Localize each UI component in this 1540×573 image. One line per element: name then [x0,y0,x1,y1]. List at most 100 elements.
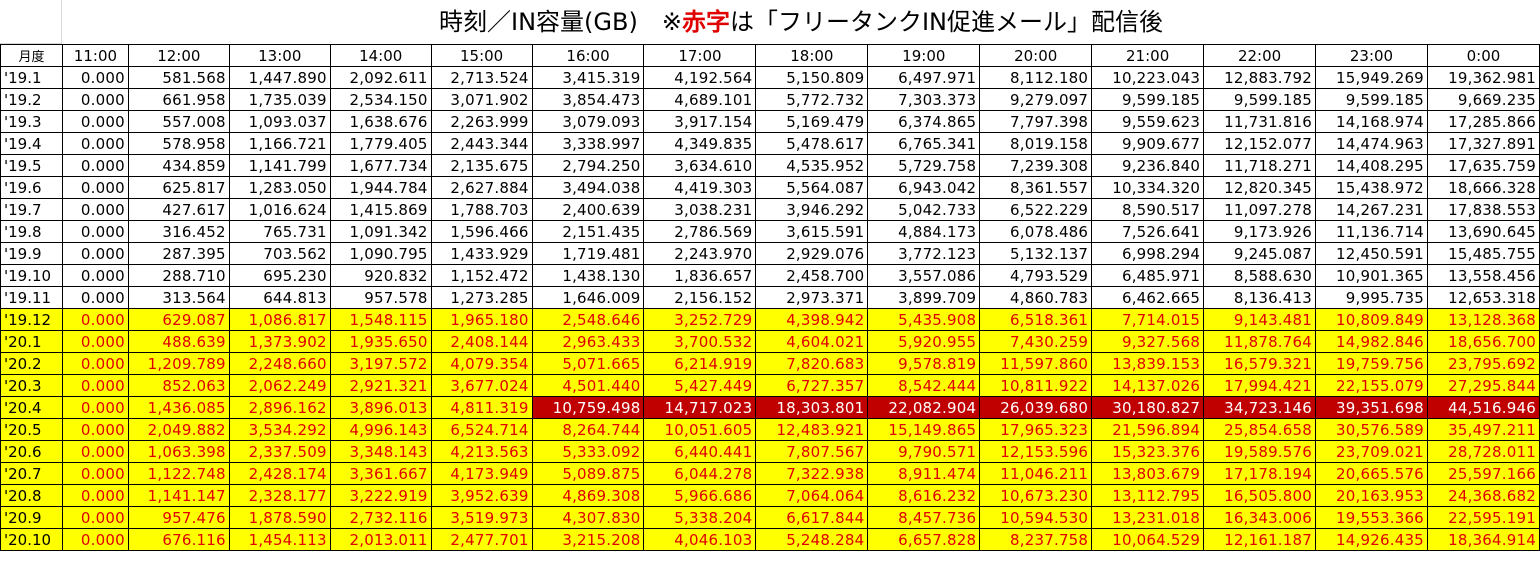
value-cell[interactable]: 4,501.440 [531,374,645,397]
value-cell[interactable]: 13,558.456 [1426,264,1540,287]
value-cell[interactable]: 23,709.021 [1315,440,1428,463]
value-cell[interactable]: 12,152.077 [1203,132,1317,155]
value-cell[interactable]: 3,772.123 [867,242,981,265]
row-month-cell[interactable]: '20.9 [0,506,63,529]
value-cell[interactable]: 4,884.173 [867,220,981,243]
value-cell[interactable]: 14,926.435 [1315,528,1428,551]
value-cell[interactable]: 0.000 [61,462,129,485]
value-cell[interactable]: 14,137.026 [1091,374,1205,397]
value-cell[interactable]: 5,966.686 [643,484,757,507]
value-cell[interactable]: 0.000 [61,484,129,507]
value-cell[interactable]: 0.000 [61,154,129,177]
value-cell[interactable]: 1,719.481 [531,242,645,265]
value-cell[interactable]: 0.000 [61,220,129,243]
column-header-month[interactable]: 月度 [0,44,63,67]
value-cell[interactable]: 14,717.023 [643,396,757,419]
value-cell[interactable]: 22,595.191 [1426,506,1540,529]
value-cell[interactable]: 17,838.553 [1426,198,1540,221]
value-cell[interactable]: 2,151.435 [531,220,645,243]
value-cell[interactable]: 2,732.116 [329,506,432,529]
value-cell[interactable]: 10,594.530 [979,506,1093,529]
value-cell[interactable]: 44,516.946 [1426,396,1540,419]
value-cell[interactable]: 0.000 [61,396,129,419]
value-cell[interactable]: 12,483.921 [755,418,869,441]
value-cell[interactable]: 6,727.357 [755,374,869,397]
value-cell[interactable]: 6,524.714 [430,418,533,441]
value-cell[interactable]: 2,921.321 [329,374,432,397]
value-cell[interactable]: 6,497.971 [867,66,981,89]
value-cell[interactable]: 19,589.576 [1203,440,1317,463]
value-cell[interactable]: 4,996.143 [329,418,432,441]
value-cell[interactable]: 5,772.732 [755,88,869,111]
value-cell[interactable]: 1,415.869 [329,198,432,221]
value-cell[interactable]: 9,143.481 [1203,308,1317,331]
value-cell[interactable]: 765.731 [228,220,331,243]
value-cell[interactable]: 1,016.624 [228,198,331,221]
value-cell[interactable]: 1,935.650 [329,330,432,353]
value-cell[interactable]: 30,180.827 [1091,396,1205,419]
column-header-hour[interactable]: 18:00 [755,44,869,67]
value-cell[interactable]: 7,714.015 [1091,308,1205,331]
value-cell[interactable]: 18,656.700 [1426,330,1540,353]
value-cell[interactable]: 4,860.783 [979,286,1093,309]
value-cell[interactable]: 2,929.076 [755,242,869,265]
value-cell[interactable]: 7,526.641 [1091,220,1205,243]
value-cell[interactable]: 3,634.610 [643,154,757,177]
column-header-hour[interactable]: 15:00 [430,44,533,67]
value-cell[interactable]: 5,169.479 [755,110,869,133]
value-cell[interactable]: 8,112.180 [979,66,1093,89]
value-cell[interactable]: 10,051.605 [643,418,757,441]
column-header-hour[interactable]: 12:00 [127,44,230,67]
column-header-hour[interactable]: 13:00 [228,44,331,67]
value-cell[interactable]: 7,322.938 [755,462,869,485]
value-cell[interactable]: 25,597.166 [1426,462,1540,485]
value-cell[interactable]: 19,362.981 [1426,66,1540,89]
value-cell[interactable]: 9,559.623 [1091,110,1205,133]
value-cell[interactable]: 3,557.086 [867,264,981,287]
value-cell[interactable]: 5,435.908 [867,308,981,331]
value-cell[interactable]: 5,071.665 [531,352,645,375]
value-cell[interactable]: 0.000 [61,88,129,111]
value-cell[interactable]: 1,093.037 [228,110,331,133]
value-cell[interactable]: 9,909.677 [1091,132,1205,155]
value-cell[interactable]: 629.087 [127,308,230,331]
value-cell[interactable]: 4,213.563 [430,440,533,463]
value-cell[interactable]: 7,303.373 [867,88,981,111]
value-cell[interactable]: 10,223.043 [1091,66,1205,89]
value-cell[interactable]: 1,086.817 [228,308,331,331]
value-cell[interactable]: 2,062.249 [228,374,331,397]
value-cell[interactable]: 6,765.341 [867,132,981,155]
value-cell[interactable]: 19,553.366 [1315,506,1428,529]
value-cell[interactable]: 0.000 [61,286,129,309]
value-cell[interactable]: 3,361.667 [329,462,432,485]
column-header-hour[interactable]: 20:00 [979,44,1093,67]
value-cell[interactable]: 4,419.303 [643,176,757,199]
value-cell[interactable]: 28,728.011 [1426,440,1540,463]
value-cell[interactable]: 19,759.756 [1315,352,1428,375]
value-cell[interactable]: 4,173.949 [430,462,533,485]
row-month-cell[interactable]: '20.8 [0,484,63,507]
value-cell[interactable]: 12,450.591 [1315,242,1428,265]
value-cell[interactable]: 6,374.865 [867,110,981,133]
value-cell[interactable]: 0.000 [61,374,129,397]
value-cell[interactable]: 2,337.509 [228,440,331,463]
value-cell[interactable]: 6,943.042 [867,176,981,199]
value-cell[interactable]: 0.000 [61,528,129,551]
value-cell[interactable]: 17,327.891 [1426,132,1540,155]
value-cell[interactable]: 8,588.630 [1203,264,1317,287]
value-cell[interactable]: 2,627.884 [430,176,533,199]
value-cell[interactable]: 11,878.764 [1203,330,1317,353]
value-cell[interactable]: 3,415.319 [531,66,645,89]
value-cell[interactable]: 3,348.143 [329,440,432,463]
value-cell[interactable]: 8,616.232 [867,484,981,507]
value-cell[interactable]: 7,239.308 [979,154,1093,177]
row-month-cell[interactable]: '19.1 [0,66,63,89]
value-cell[interactable]: 3,079.093 [531,110,645,133]
value-cell[interactable]: 5,920.955 [867,330,981,353]
value-cell[interactable]: 10,334.320 [1091,176,1205,199]
value-cell[interactable]: 9,173.926 [1203,220,1317,243]
row-month-cell[interactable]: '20.4 [0,396,63,419]
value-cell[interactable]: 5,427.449 [643,374,757,397]
value-cell[interactable]: 2,408.144 [430,330,533,353]
value-cell[interactable]: 3,534.292 [228,418,331,441]
